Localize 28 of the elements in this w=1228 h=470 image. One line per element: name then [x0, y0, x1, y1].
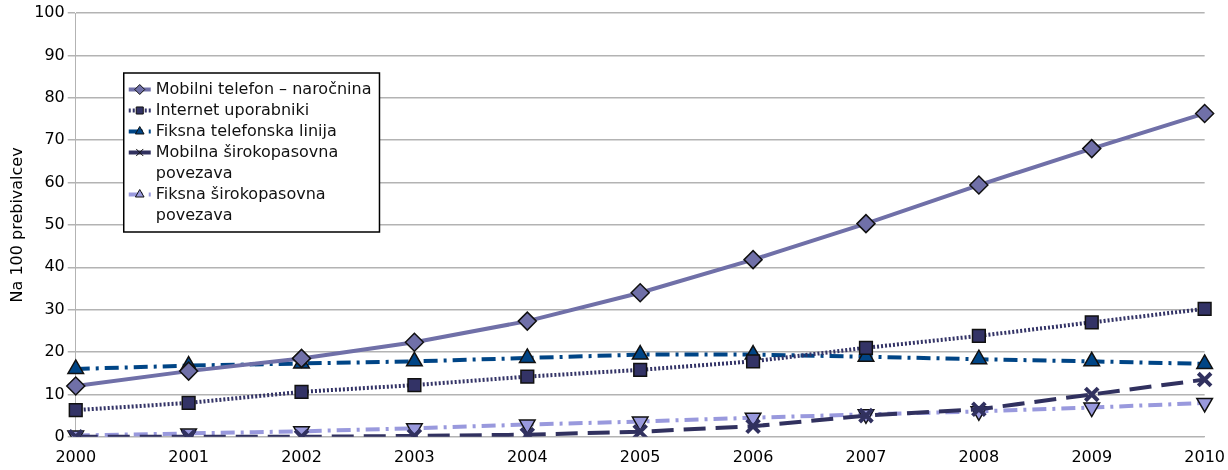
y-tick-label: 40	[44, 256, 65, 276]
x-tick-label: 2010	[1184, 446, 1225, 466]
legend-label: Internet uporabniki	[155, 99, 310, 119]
x-tick-label: 2004	[506, 446, 548, 466]
x-tick-label: 2005	[619, 446, 661, 466]
y-tick-label: 60	[44, 171, 65, 191]
y-tick-label: 0	[54, 425, 65, 445]
x-tick-label: 2002	[281, 446, 322, 466]
y-axis-title: Na 100 prebivalcev	[6, 147, 26, 303]
y-tick-label: 20	[44, 341, 65, 361]
x-tick-label: 2003	[394, 446, 435, 466]
y-tick-label: 80	[44, 86, 65, 106]
x-tick-label: 2007	[845, 446, 887, 466]
y-tick-label: 50	[44, 214, 65, 234]
x-tick-label: 2009	[1071, 446, 1113, 466]
y-tick-label: 90	[44, 44, 65, 64]
y-tick-label: 100	[34, 2, 65, 22]
x-tick-label: 2000	[55, 446, 97, 466]
y-tick-label: 10	[44, 383, 65, 403]
y-tick-label: 30	[44, 298, 65, 318]
legend-label: Fiksna telefonska linija	[155, 120, 337, 140]
y-tick-label: 70	[44, 129, 65, 149]
legend-label: Fiksna širokopasovna povezava	[155, 183, 326, 224]
x-tick-label: 2001	[168, 446, 209, 466]
x-tick-label: 2008	[958, 446, 1000, 466]
x-tick-label: 2006	[732, 446, 774, 466]
legend-label: Mobilni telefon – naročnina	[155, 78, 372, 98]
legend-label: Mobilna širokopasovna povezava	[155, 141, 339, 182]
